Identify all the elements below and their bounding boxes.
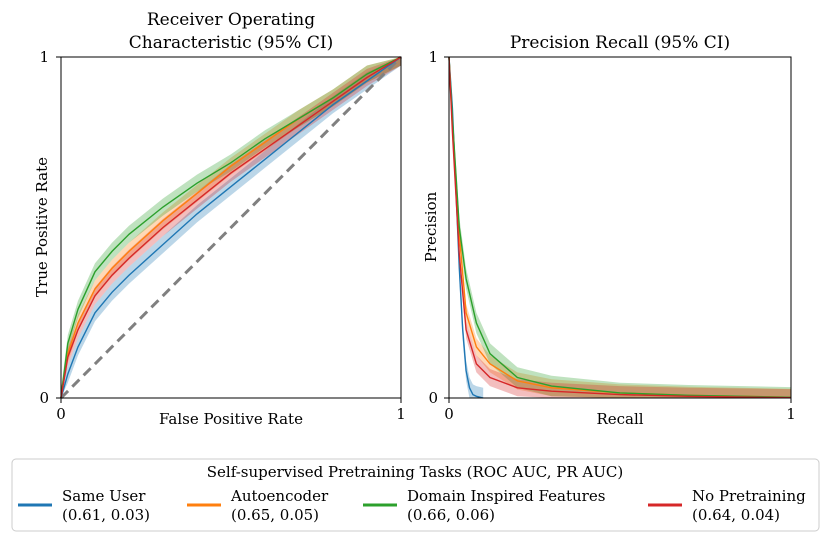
legend-items: Same User(0.61, 0.03) Autoencoder(0.65, 0… bbox=[18, 487, 806, 524]
legend-label-no-pretraining: No Pretraining bbox=[692, 487, 806, 505]
legend-label-same-user: Same User bbox=[62, 487, 146, 505]
legend-sub-same-user: (0.61, 0.03) bbox=[62, 506, 150, 524]
roc-x-axis-label: False Positive Rate bbox=[159, 410, 303, 428]
pr-line-autoencoder bbox=[448, 56, 792, 398]
legend-title: Self-supervised Pretraining Tasks (ROC A… bbox=[207, 463, 623, 481]
pr-ci-band-autoencoder bbox=[449, 57, 791, 398]
pr-y-tick-label-0: 0 bbox=[428, 389, 438, 407]
roc-y-tick-label-1: 1 bbox=[39, 48, 49, 66]
pr-line-domain-inspired-features bbox=[448, 56, 792, 398]
pr-ci-band-no-pretraining bbox=[449, 57, 791, 398]
pr-axes-frame bbox=[448, 56, 792, 399]
roc-chance-diagonal bbox=[59, 55, 403, 400]
legend-label-domain-inspired-features: Domain Inspired Features bbox=[407, 487, 605, 505]
legend-label-autoencoder: Autoencoder bbox=[230, 487, 329, 505]
pr-x-axis-label: Recall bbox=[596, 410, 643, 428]
legend-sub-autoencoder: (0.65, 0.05) bbox=[231, 506, 319, 524]
roc-ci-band-domain-inspired-features bbox=[61, 57, 401, 398]
roc-line-same-user bbox=[60, 56, 402, 399]
roc-axes-frame bbox=[60, 56, 402, 399]
pr-panel: Precision Recall (95% CI) 0 1 0 1 Recall… bbox=[422, 33, 796, 428]
roc-y-tick-label-0: 0 bbox=[39, 389, 49, 407]
roc-x-tick-label-0: 0 bbox=[56, 405, 66, 423]
pr-x-tick-label-1: 1 bbox=[786, 405, 796, 423]
roc-ci-bands bbox=[61, 57, 401, 398]
roc-x-tick-label-1: 1 bbox=[396, 405, 406, 423]
pr-ci-band-domain-inspired-features bbox=[449, 57, 791, 398]
legend: Self-supervised Pretraining Tasks (ROC A… bbox=[11, 458, 820, 532]
pr-ci-bands bbox=[449, 57, 791, 398]
pr-title: Precision Recall (95% CI) bbox=[510, 33, 730, 53]
roc-y-axis-label: True Positive Rate bbox=[33, 157, 51, 297]
legend-sub-no-pretraining: (0.64, 0.04) bbox=[692, 506, 780, 524]
roc-title-line1: Receiver Operating bbox=[147, 10, 315, 30]
legend-box bbox=[11, 458, 820, 532]
roc-panel: Receiver Operating Characteristic (95% C… bbox=[33, 10, 406, 428]
roc-series-lines bbox=[60, 56, 402, 399]
pr-line-no-pretraining bbox=[448, 56, 792, 399]
pr-y-axis-label: Precision bbox=[422, 191, 440, 262]
pr-x-tick-label-0: 0 bbox=[444, 405, 454, 423]
pr-series-lines bbox=[448, 56, 792, 399]
roc-line-domain-inspired-features bbox=[60, 56, 402, 399]
roc-title-line2: Characteristic (95% CI) bbox=[129, 33, 333, 53]
pr-y-tick-label-1: 1 bbox=[428, 48, 438, 66]
roc-line-no-pretraining bbox=[60, 56, 402, 399]
legend-sub-domain-inspired-features: (0.66, 0.06) bbox=[407, 506, 495, 524]
